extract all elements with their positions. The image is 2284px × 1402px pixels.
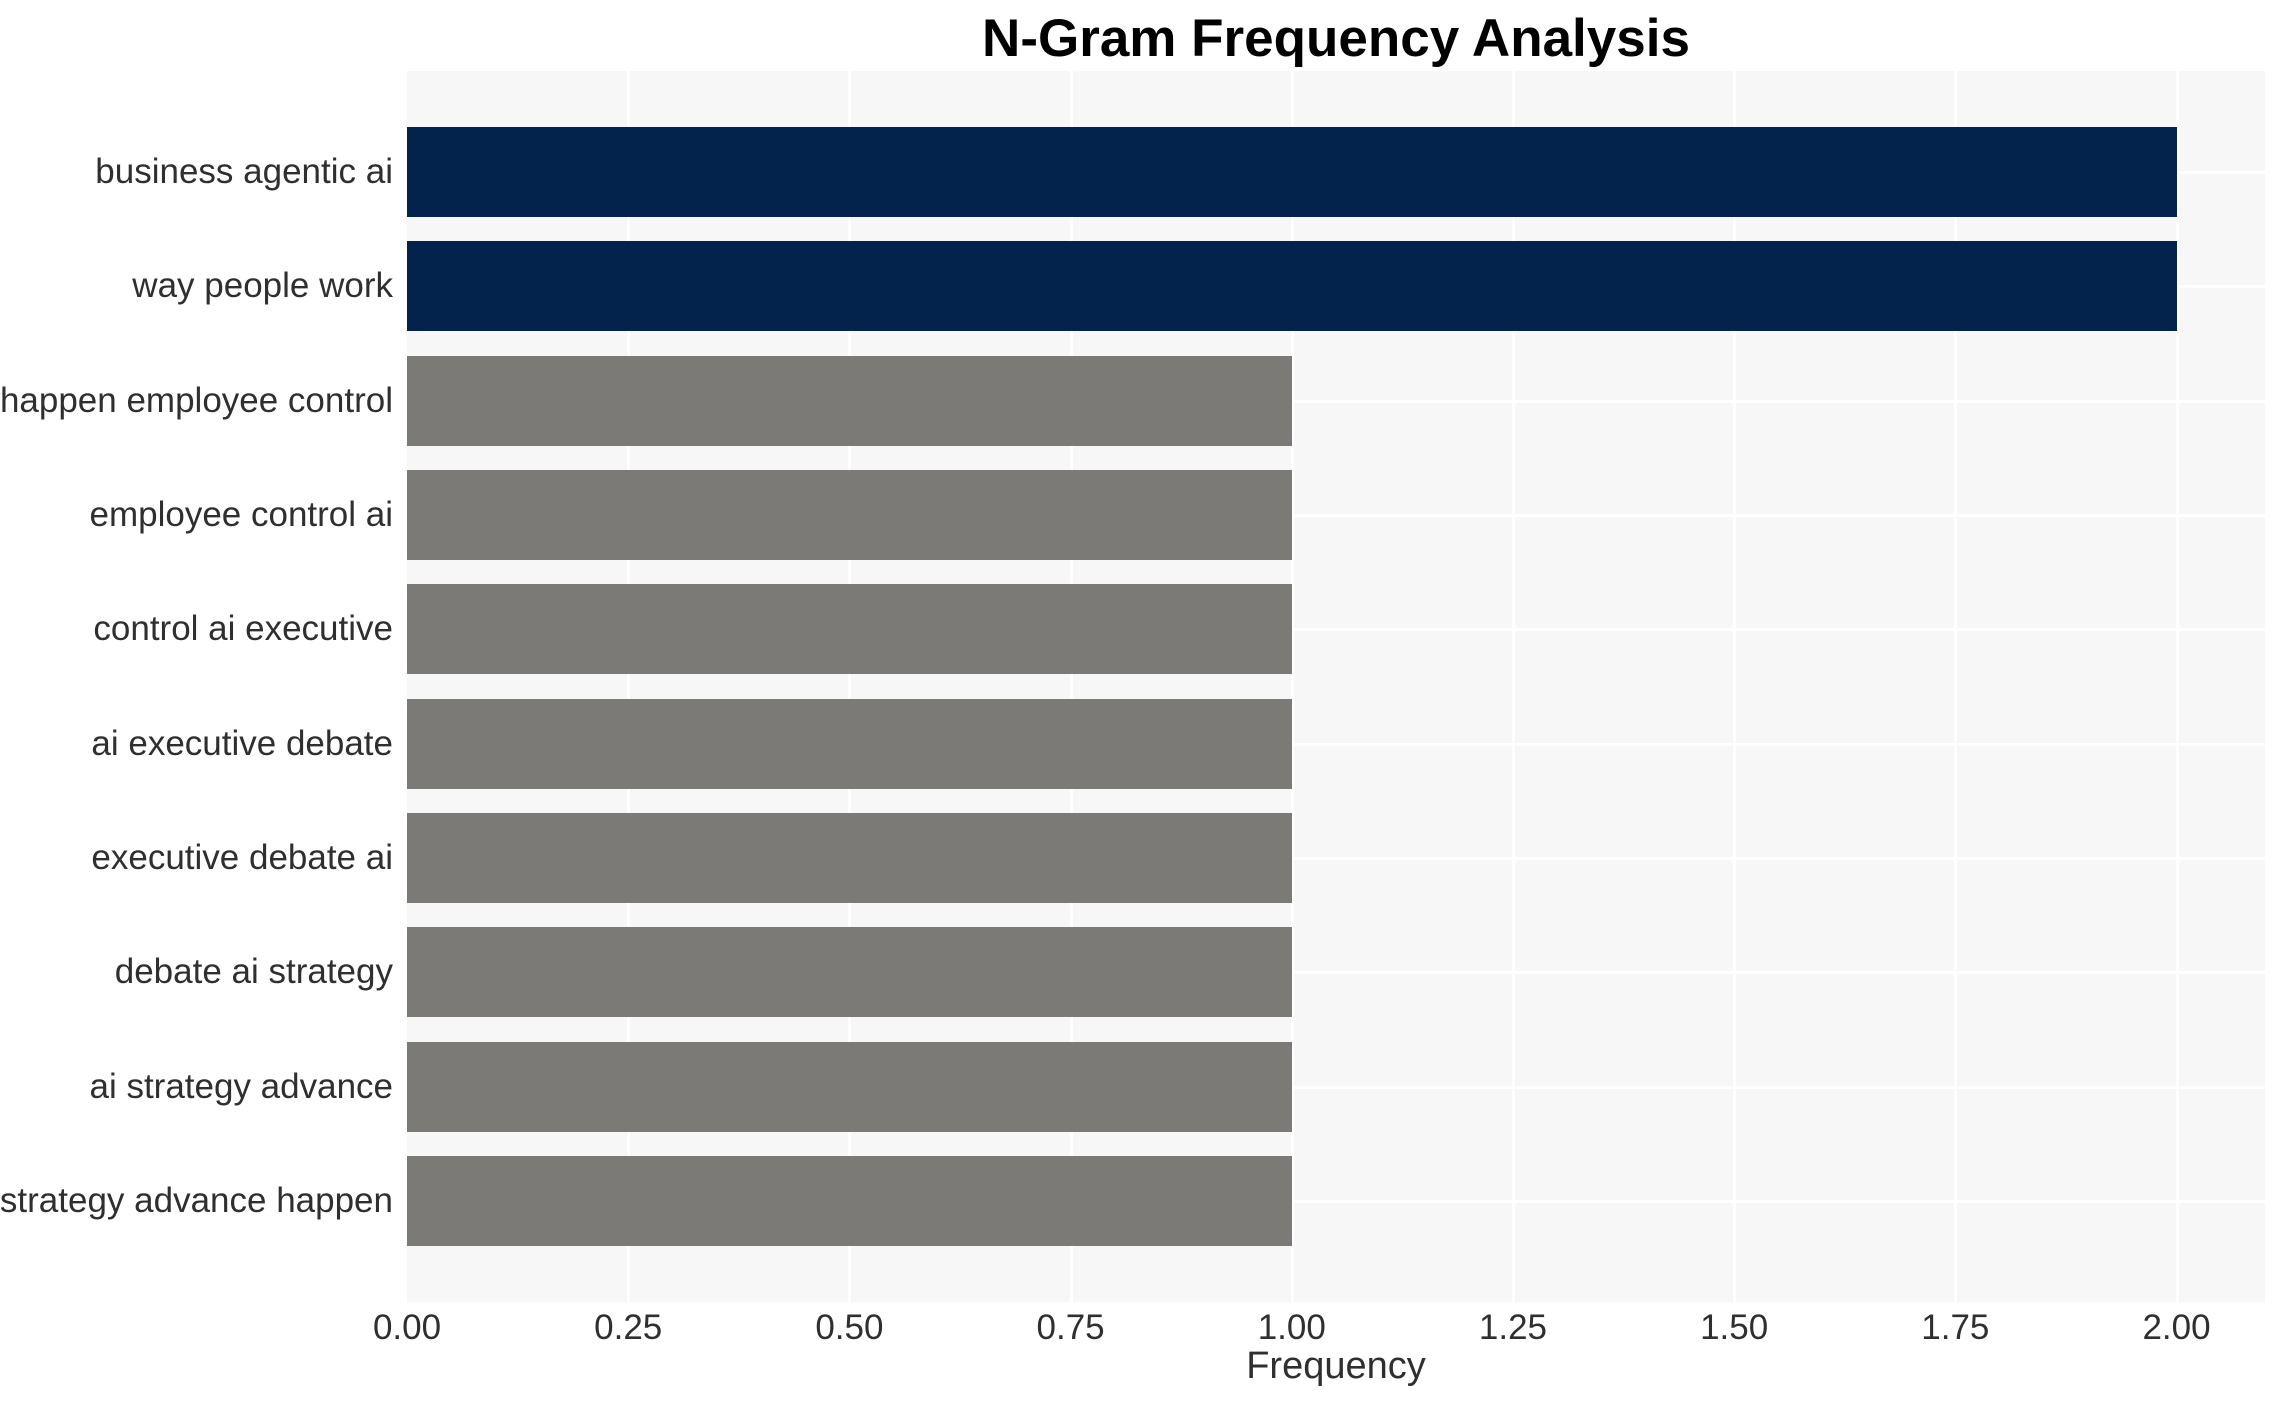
- y-axis-label: control ai executive: [93, 609, 393, 649]
- x-tick-label: 0.75: [1036, 1308, 1105, 1347]
- plot-area: [407, 71, 2265, 1302]
- bar: [407, 241, 2177, 332]
- y-gridline: [407, 742, 2265, 746]
- y-axis-label: executive debate ai: [91, 837, 393, 877]
- y-gridline: [407, 971, 2265, 975]
- x-gridline: [848, 71, 852, 1302]
- x-tick-label: 2.00: [2142, 1308, 2211, 1347]
- y-gridline: [407, 628, 2265, 632]
- y-gridline: [407, 1199, 2265, 1203]
- bar: [407, 470, 1292, 561]
- x-tick-label: 0.00: [372, 1308, 442, 1347]
- y-gridline: [407, 1085, 2265, 1089]
- y-axis-label: happen employee control: [0, 380, 393, 420]
- bar: [407, 584, 1292, 675]
- x-tick-label: 0.50: [815, 1308, 884, 1347]
- x-gridline: [1290, 71, 1294, 1302]
- y-axis-label: employee control ai: [89, 495, 394, 535]
- y-axis-label: ai strategy advance: [89, 1066, 393, 1106]
- x-tick-label: 1.75: [1921, 1308, 1990, 1347]
- bar: [407, 1041, 1292, 1132]
- bar: [407, 698, 1292, 789]
- x-tick-label: 0.25: [594, 1308, 663, 1347]
- y-axis-labels: business agentic ai way people work happen…: [0, 71, 393, 1302]
- y-axis-label: ai executive debate: [91, 723, 393, 763]
- x-tick-label: 1.50: [1700, 1308, 1769, 1347]
- bar: [407, 812, 1292, 903]
- y-axis-label: debate ai strategy: [114, 952, 393, 992]
- x-gridline: [1511, 71, 1515, 1302]
- bar: [407, 127, 2177, 218]
- y-gridline: [407, 856, 2265, 860]
- bar: [407, 927, 1292, 1018]
- y-gridline: [407, 399, 2265, 403]
- bar: [407, 355, 1292, 446]
- x-gridline: [1954, 71, 1958, 1302]
- x-tick-label: 1.25: [1478, 1308, 1547, 1347]
- y-axis-label: way people work: [132, 266, 393, 306]
- x-gridline: [2175, 71, 2179, 1302]
- x-axis-title: Frequency: [1246, 1345, 1426, 1387]
- chart-title: N-Gram Frequency Analysis: [982, 9, 1690, 68]
- x-gridline: [1733, 71, 1737, 1302]
- bar: [407, 1155, 1292, 1246]
- y-gridline: [407, 514, 2265, 518]
- x-gridline: [627, 71, 631, 1302]
- y-axis-label: business agentic ai: [95, 152, 393, 192]
- x-gridline: [1069, 71, 1073, 1302]
- y-axis-label: strategy advance happen: [0, 1180, 393, 1220]
- x-tick-label: 1.00: [1257, 1308, 1326, 1347]
